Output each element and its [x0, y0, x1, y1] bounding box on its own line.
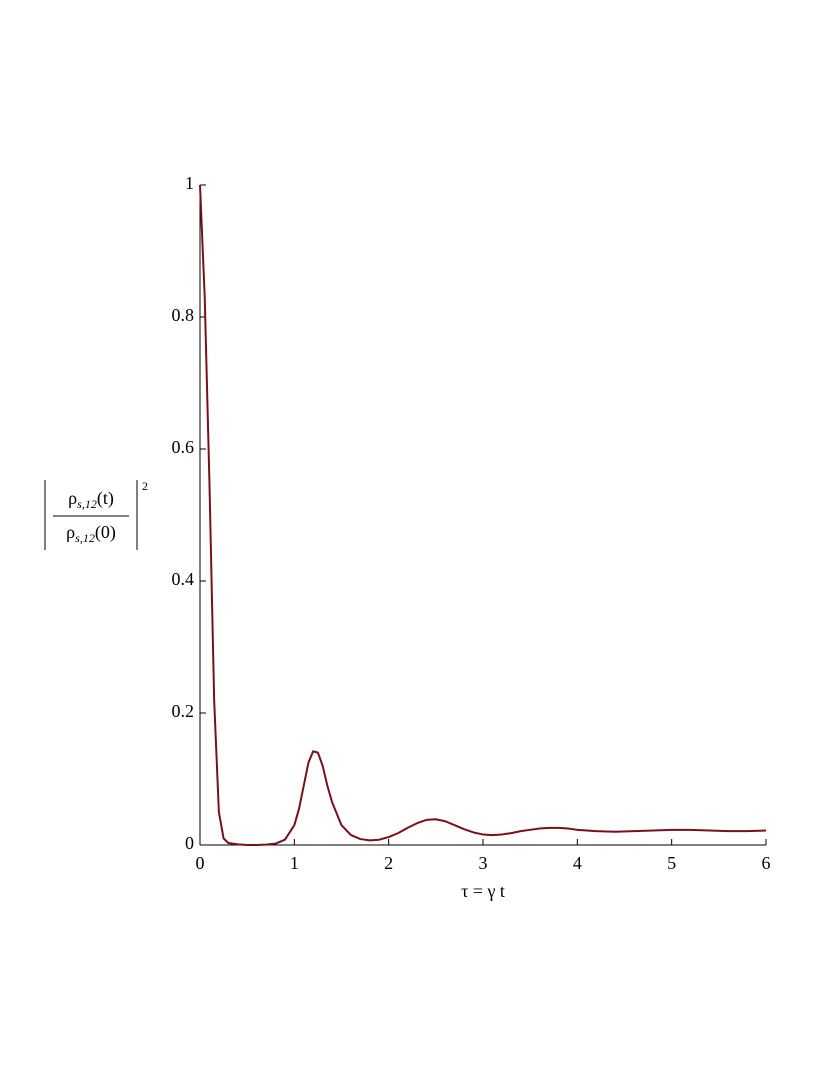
argument: (0): [95, 522, 116, 543]
x-tick-label: 6: [762, 853, 771, 873]
y-tick-label: 0.8: [172, 305, 195, 325]
x-axis-label: τ = γ t: [461, 881, 505, 901]
symbol: ρ: [68, 488, 77, 508]
data-line: [199, 184, 767, 846]
y-tick-label: 0.4: [172, 569, 195, 589]
y-tick-label: 0: [185, 833, 194, 853]
subscript: s,12: [75, 531, 95, 545]
x-tick-label: 5: [667, 853, 676, 873]
y-axis-label: ρs,12(t) ρs,12(0) 2: [44, 479, 148, 550]
numerator: ρs,12(t): [68, 488, 114, 511]
exponent: 2: [142, 479, 148, 493]
x-tick-label: 1: [290, 853, 299, 873]
x-tick-label: 3: [479, 853, 488, 873]
symbol: ρ: [66, 522, 75, 542]
denominator: ρs,12(0): [66, 522, 116, 545]
x-tick-label: 0: [196, 853, 205, 873]
y-tick-label: 0.2: [172, 701, 195, 721]
y-tick-label: 1: [185, 173, 194, 193]
subscript: s,12: [77, 497, 97, 511]
x-tick-label: 4: [573, 853, 582, 873]
argument: (t): [97, 488, 114, 509]
x-tick-label: 2: [384, 853, 393, 873]
y-tick-label: 0.6: [172, 437, 195, 457]
